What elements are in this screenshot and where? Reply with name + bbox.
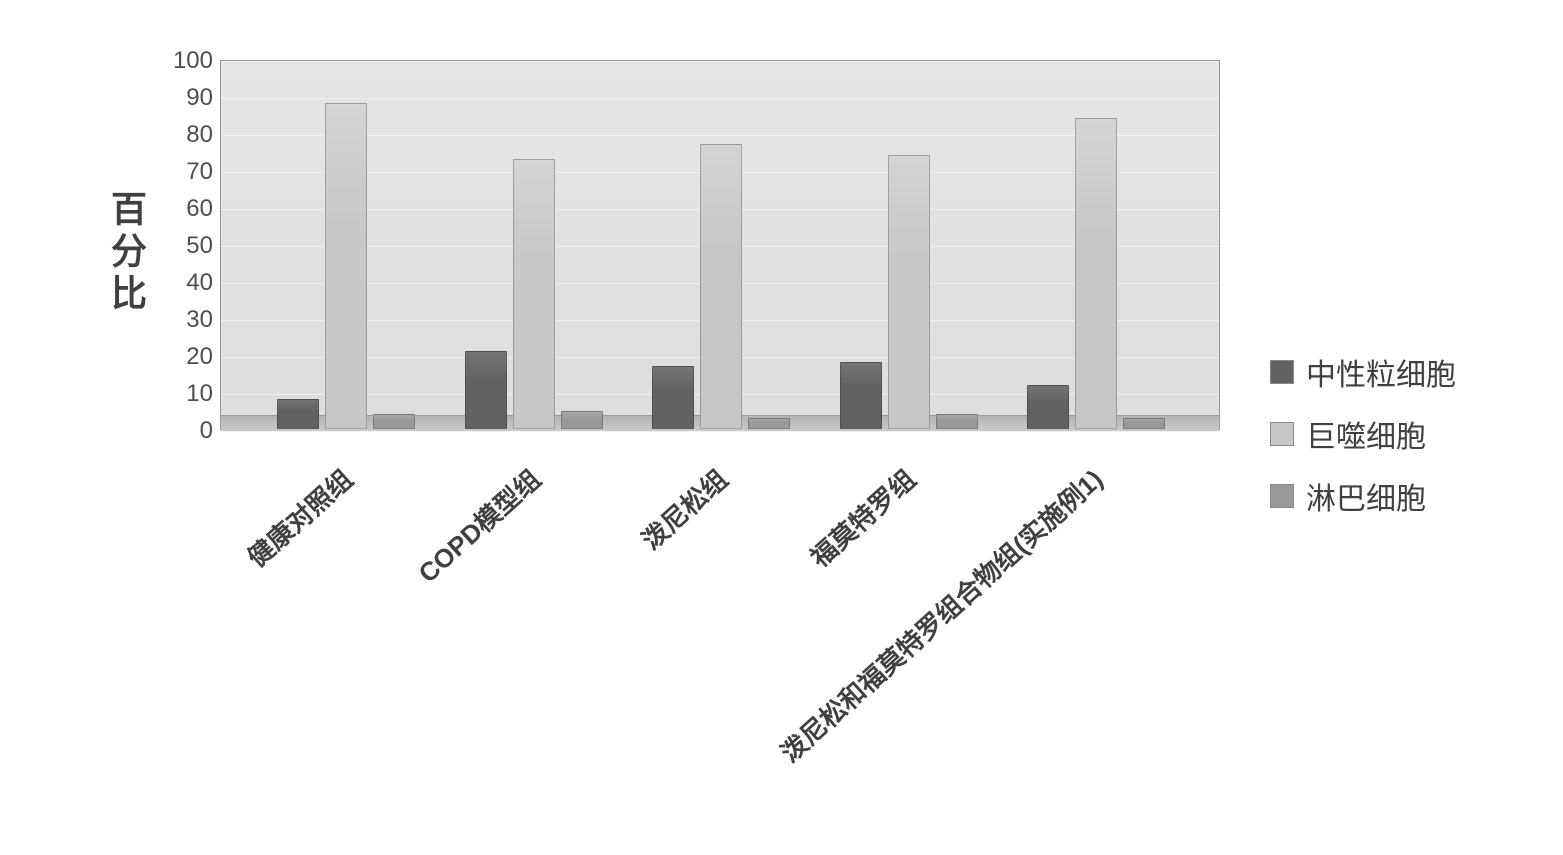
bar xyxy=(748,418,790,429)
bar xyxy=(888,155,930,429)
bar xyxy=(513,159,555,429)
bar xyxy=(325,103,367,429)
plot-area: 0102030405060708090100 xyxy=(220,60,1220,430)
bar-group xyxy=(459,61,609,429)
y-tick-label: 40 xyxy=(186,269,213,297)
y-tick-label: 50 xyxy=(186,232,213,260)
legend-item: 巨噬细胞 xyxy=(1270,412,1456,456)
y-tick-label: 10 xyxy=(186,380,213,408)
bar xyxy=(700,144,742,429)
bar xyxy=(1075,118,1117,429)
bar xyxy=(465,351,507,429)
y-tick-label: 0 xyxy=(200,417,213,445)
x-axis-label: 福莫特罗组 xyxy=(801,460,922,574)
legend-label: 巨噬细胞 xyxy=(1306,412,1426,456)
bar xyxy=(936,414,978,429)
chart-container: 百分比 0102030405060708090100 中性粒细胞巨噬细胞淋巴细胞… xyxy=(100,50,1500,810)
y-tick-label: 70 xyxy=(186,158,213,186)
bar xyxy=(373,414,415,429)
y-tick-label: 80 xyxy=(186,121,213,149)
bar-group xyxy=(271,61,421,429)
x-axis-label: 健康对照组 xyxy=(238,460,359,574)
legend-swatch xyxy=(1270,422,1294,446)
bar xyxy=(277,399,319,429)
legend-label: 中性粒细胞 xyxy=(1306,350,1456,394)
bar xyxy=(1123,418,1165,429)
bar xyxy=(1027,385,1069,429)
gridline xyxy=(221,431,1219,432)
bar-group xyxy=(646,61,796,429)
x-axis-label: 泼尼松和福莫特罗组合物组(实施例1) xyxy=(772,460,1110,770)
legend-item: 淋巴细胞 xyxy=(1270,474,1456,518)
legend-label: 淋巴细胞 xyxy=(1306,474,1426,518)
legend: 中性粒细胞巨噬细胞淋巴细胞 xyxy=(1270,350,1456,518)
bar xyxy=(652,366,694,429)
x-axis-label: 泼尼松组 xyxy=(633,460,735,557)
y-tick-label: 20 xyxy=(186,343,213,371)
legend-swatch xyxy=(1270,484,1294,508)
x-axis-label: COPD模型组 xyxy=(409,460,548,590)
bar-group xyxy=(834,61,984,429)
bar xyxy=(561,411,603,430)
y-tick-label: 100 xyxy=(173,47,213,75)
legend-swatch xyxy=(1270,360,1294,384)
y-tick-label: 30 xyxy=(186,306,213,334)
y-axis-label: 百分比 xyxy=(100,190,152,316)
legend-item: 中性粒细胞 xyxy=(1270,350,1456,394)
y-tick-label: 60 xyxy=(186,195,213,223)
y-tick-label: 90 xyxy=(186,84,213,112)
bar xyxy=(840,362,882,429)
bar-group xyxy=(1021,61,1171,429)
